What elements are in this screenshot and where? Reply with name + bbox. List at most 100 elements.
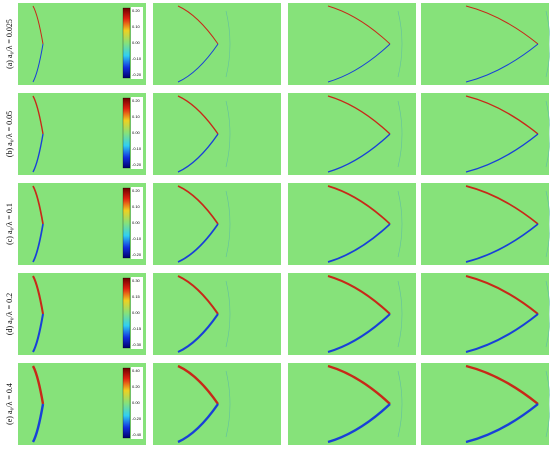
colorbar-tick-label: 0.20	[132, 8, 141, 13]
vortex-sheet-positive	[177, 185, 219, 225]
colorbar-tick-label: -0.15	[132, 326, 142, 331]
colorbar	[122, 367, 131, 439]
row-label: (d) a₀/λ = 0.2	[5, 293, 14, 335]
row-label: (b) a₀/λ = 0.05	[5, 111, 14, 157]
field-panel	[288, 183, 416, 265]
colorbar-tick-label: -0.10	[132, 146, 142, 151]
row-label: (e) a₀/λ = 0.4	[5, 383, 14, 425]
colorbar-label-bg	[131, 367, 143, 439]
secondary-front	[397, 190, 403, 258]
field-panel	[153, 93, 281, 175]
secondary-front	[225, 370, 231, 438]
field-panel	[153, 273, 281, 355]
vortex-sheet-negative	[465, 133, 539, 173]
colorbar	[122, 7, 131, 79]
panel-background	[421, 93, 549, 175]
field-panel	[153, 3, 281, 85]
panel-background	[421, 3, 549, 85]
colorbar-label-bg	[131, 7, 143, 79]
secondary-front	[225, 280, 231, 348]
vortex-sheet-positive	[327, 275, 391, 315]
vortex-sheet-negative	[177, 313, 219, 353]
vortex-sheet-negative	[177, 403, 219, 444]
field-panel	[153, 183, 281, 265]
vortex-sheet-positive	[327, 364, 391, 405]
field-panel	[288, 93, 416, 175]
vortex-sheet-negative	[31, 403, 45, 443]
secondary-front	[225, 190, 231, 258]
vortex-sheet-negative	[327, 223, 391, 263]
colorbar-tick-label: 0.10	[132, 204, 141, 209]
vortex-sheet-positive	[177, 95, 219, 135]
vortex-sheet-negative	[327, 403, 391, 444]
colorbar-tick-label: 0.00	[132, 40, 141, 45]
colorbar-tick-label: -0.20	[132, 72, 142, 77]
colorbar-tick-label: -0.20	[132, 416, 142, 421]
secondary-front	[397, 280, 403, 348]
colorbar-tick-label: 0.15	[132, 294, 141, 299]
vortex-sheet-negative	[327, 313, 391, 353]
vortex-sheet-positive	[32, 95, 44, 135]
row-label: (c) a₀/λ = 0.1	[5, 203, 14, 245]
vortex-sheet-positive	[465, 185, 539, 225]
field-panel	[288, 363, 416, 445]
vortex-sheet-negative	[465, 313, 539, 353]
vortex-sheet-positive	[32, 5, 44, 45]
vortex-sheet-negative	[177, 43, 219, 83]
vortex-sheet-positive	[465, 95, 539, 135]
field-panel	[153, 363, 281, 445]
colorbar-tick-label: -0.20	[132, 252, 142, 257]
colorbar-tick-label: -0.20	[132, 162, 142, 167]
field-panel	[421, 273, 550, 355]
vortex-sheet-positive	[327, 185, 391, 225]
colorbar-tick-label: 0.00	[132, 130, 141, 135]
colorbar-tick-label: 0.20	[132, 188, 141, 193]
vortex-sheet-positive	[177, 364, 219, 405]
panel-background	[153, 93, 281, 175]
vortex-sheet-positive	[31, 365, 45, 405]
colorbar	[122, 187, 131, 259]
vortex-sheet-negative	[177, 223, 219, 263]
colorbar-tick-label: -0.10	[132, 56, 142, 61]
vortex-sheet-positive	[327, 95, 391, 135]
colorbar-tick-label: 0.00	[132, 310, 141, 315]
vortex-sheet-negative	[465, 43, 539, 83]
vortex-sheet-positive	[32, 185, 44, 225]
vortex-sheet-negative	[32, 313, 45, 353]
vortex-sheet-positive	[327, 5, 391, 45]
colorbar-label-bg	[131, 277, 143, 349]
panel-background	[153, 3, 281, 85]
colorbar-tick-label: 0.10	[132, 114, 141, 119]
vortex-sheet-positive	[32, 275, 45, 315]
vortex-sheet-negative	[32, 43, 44, 83]
secondary-front	[397, 10, 403, 78]
secondary-front	[397, 370, 403, 438]
vortex-sheet-positive	[465, 275, 539, 315]
colorbar	[122, 277, 131, 349]
vortex-sheet-negative	[465, 403, 539, 444]
field-panel	[288, 3, 416, 85]
vortex-sheet-negative	[32, 133, 44, 173]
colorbar-tick-label: 0.30	[132, 278, 141, 283]
panel-background	[288, 3, 416, 85]
row-label: (a) a₀/λ = 0.025	[5, 19, 14, 69]
colorbar-tick-label: -0.10	[132, 236, 142, 241]
field-panel	[421, 3, 550, 85]
panel-background	[421, 183, 549, 265]
colorbar-label-bg	[131, 187, 143, 259]
field-panel	[421, 183, 550, 265]
vortex-sheet-negative	[327, 133, 391, 173]
vortex-sheet-negative	[177, 133, 219, 173]
vortex-sheet-positive	[465, 364, 539, 405]
colorbar-tick-label: -0.30	[132, 342, 142, 347]
panel-background	[421, 273, 549, 355]
field-panel	[288, 273, 416, 355]
colorbar-tick-label: 0.00	[132, 220, 141, 225]
colorbar	[122, 97, 131, 169]
vortex-sheet-negative	[32, 223, 44, 263]
colorbar-tick-label: 0.40	[132, 368, 141, 373]
field-panel	[421, 93, 550, 175]
panel-background	[421, 363, 549, 445]
vortex-sheet-negative	[327, 43, 391, 83]
